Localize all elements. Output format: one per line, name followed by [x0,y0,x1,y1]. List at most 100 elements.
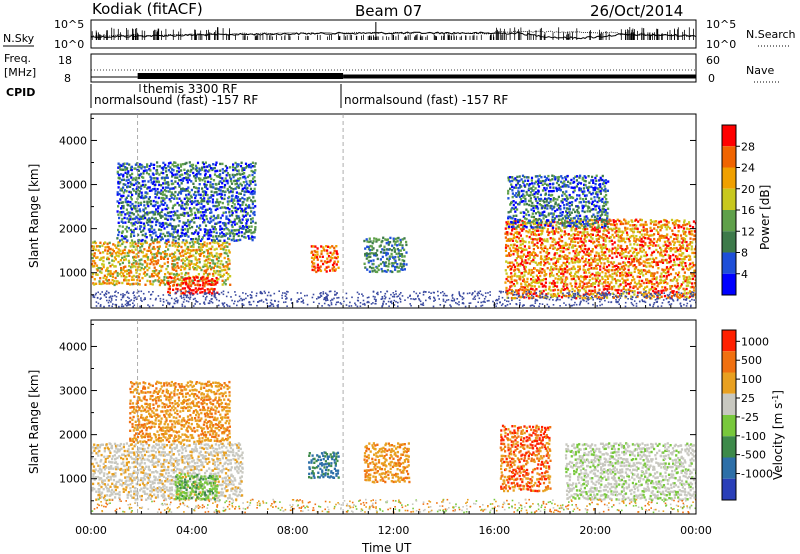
heatmap-cell [555,295,558,298]
heatmap-cell [607,281,610,284]
heatmap-cell [102,276,105,280]
heatmap-cell [598,297,601,300]
heatmap-cell [331,263,335,267]
heatmap-cell [198,253,201,256]
heatmap-cell [653,227,656,230]
heatmap-cell [631,246,634,250]
heatmap-cell [138,265,141,268]
heatmap-cell [532,204,535,208]
heatmap-cell [138,259,141,262]
heatmap-cell [134,178,137,182]
heatmap-cell [576,271,580,274]
heatmap-cell [511,261,514,264]
heatmap-cell [179,278,182,281]
heatmap-cell [572,249,575,253]
heatmap-cell [166,234,169,238]
heatmap-cell [545,215,548,218]
heatmap-cell [180,282,183,285]
heatmap-cell [505,221,508,224]
heatmap-cell [584,289,587,292]
heatmap-cell [237,179,240,182]
heatmap-cell [245,218,248,221]
heatmap-cell [228,195,231,199]
heatmap-cell [160,210,163,214]
heatmap-cell [194,256,197,259]
heatmap-cell [512,233,515,237]
heatmap-cell [139,249,142,252]
heatmap-cell [583,179,586,182]
heatmap-cell [130,208,134,211]
heatmap-cell [135,210,138,213]
heatmap-cell [194,240,197,244]
heatmap-cell [240,161,243,164]
heatmap-cell [207,252,210,255]
heatmap-cell [208,207,211,210]
heatmap-cell [103,274,106,277]
heatmap-cell [682,246,685,250]
heatmap-cell [210,211,213,214]
heatmap-cell [596,262,599,265]
heatmap-cell [583,175,586,178]
heatmap-cell [534,187,537,190]
heatmap-cell [235,232,239,236]
heatmap-cell [108,248,111,251]
heatmap-cell [540,229,543,232]
heatmap-cell [586,210,589,213]
heatmap-cell [186,181,189,184]
heatmap-cell [143,204,146,207]
heatmap-cell [541,229,544,233]
heatmap-cell [555,189,558,193]
heatmap-cell [188,197,191,200]
heatmap-cell [386,252,389,255]
heatmap-cell [673,284,677,288]
heatmap-cell [560,235,563,239]
heatmap-cell [221,235,224,238]
heatmap-cell [107,279,111,282]
heatmap-cell [544,277,547,281]
heatmap-cell [149,199,152,203]
heatmap-cell [681,292,684,296]
heatmap-cell [660,224,663,227]
heatmap-cell [113,265,116,268]
heatmap-cell [537,276,540,279]
heatmap-cell [134,265,137,268]
heatmap-cell [241,187,244,191]
heatmap-cell [529,273,533,277]
heatmap-cell [546,204,549,207]
heatmap-cell [156,261,159,265]
heatmap-cell [590,222,593,226]
heatmap-cell [531,284,534,288]
heatmap-cell [312,253,315,256]
heatmap-cell [534,238,537,241]
heatmap-cell [609,275,612,278]
heatmap-cell [243,225,246,229]
heatmap-cell [198,242,201,246]
heatmap-cell [246,197,249,200]
heatmap-cell [211,168,214,172]
heatmap-cell [169,161,172,164]
heatmap-cell [369,240,372,243]
heatmap-cell [536,238,539,241]
heatmap-cell [558,222,561,225]
heatmap-cell [116,244,120,247]
heatmap-cell [581,255,584,258]
heatmap-cell [401,259,404,262]
heatmap-cell [125,254,128,258]
heatmap-cell [144,169,147,172]
heatmap-cell [579,259,582,262]
heatmap-cell [592,292,595,296]
heatmap-cell [548,285,551,289]
heatmap-cell [209,181,212,184]
heatmap-cell [203,285,206,288]
heatmap-cell [622,265,625,268]
heatmap-cell [401,255,404,258]
heatmap-cell [624,281,627,284]
heatmap-cell [625,255,628,258]
heatmap-cell [694,222,696,225]
heatmap-cell [211,278,214,281]
heatmap-cell [197,208,200,211]
heatmap-cell [221,206,224,209]
heatmap-cell [504,249,508,252]
heatmap-cell [137,233,140,237]
heatmap-cell [648,288,651,291]
